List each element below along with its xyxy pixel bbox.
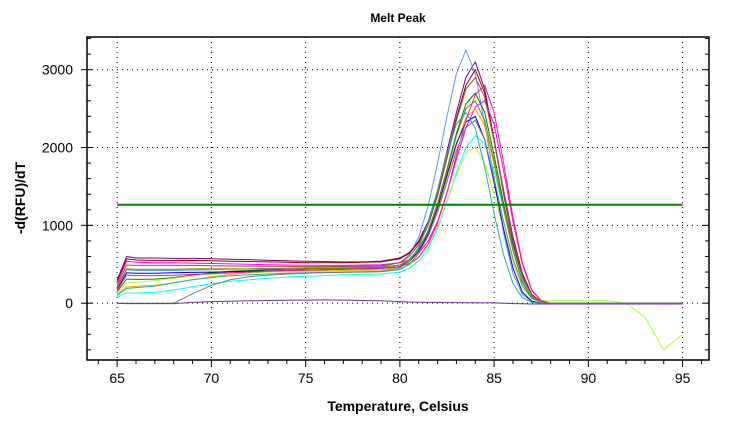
x-tick-label: 95: [675, 370, 691, 386]
x-tick-label: 70: [204, 370, 220, 386]
chart-title: Melt Peak: [370, 11, 426, 25]
melt-curve-s14: [117, 119, 683, 304]
x-tick-label: 90: [581, 370, 597, 386]
x-tick-label: 75: [298, 370, 314, 386]
plot-frame: [86, 36, 710, 361]
x-tick-label: 65: [109, 370, 125, 386]
y-tick-label: 3000: [42, 62, 73, 78]
y-tick-label: 0: [65, 295, 73, 311]
melt-curve-s15: [117, 299, 683, 305]
x-tick-label: 85: [486, 370, 502, 386]
x-tick-label: 80: [392, 370, 408, 386]
y-axis-label: -d(RFU)/dT: [12, 161, 28, 234]
y-tick-label: 1000: [42, 217, 73, 233]
series-group: [116, 48, 683, 351]
grid: [87, 37, 709, 360]
axis-ticks: 65 70 75 80 85 90 95 0 1000 2000 3000: [42, 38, 709, 386]
y-tick-label: 2000: [42, 140, 73, 156]
melt-curve-s8: [116, 146, 683, 351]
x-axis-label: Temperature, Celsius: [327, 398, 469, 414]
